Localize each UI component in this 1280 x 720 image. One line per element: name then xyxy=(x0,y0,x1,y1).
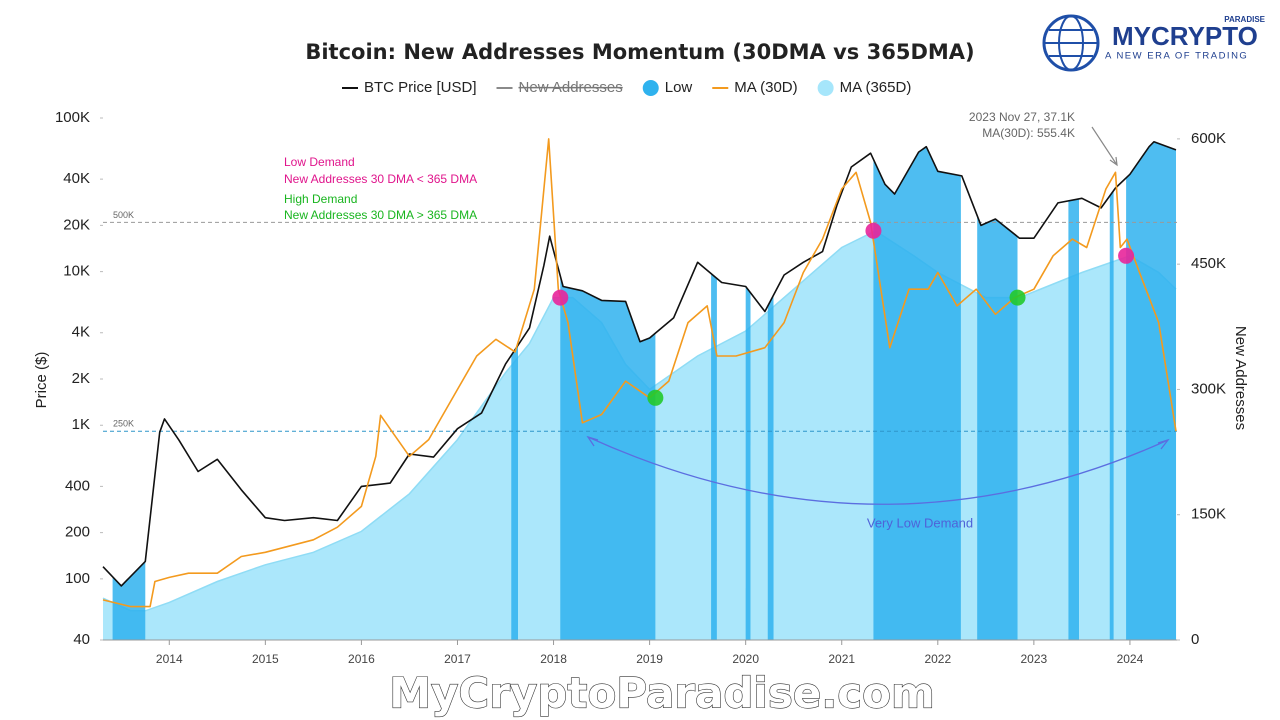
low-period-band xyxy=(511,345,518,640)
plot-layer xyxy=(102,141,1177,641)
low-period-band xyxy=(873,146,961,640)
legend-label: Low xyxy=(665,79,693,96)
crossover-marker xyxy=(552,289,569,306)
annotation: Low Demand xyxy=(284,155,355,169)
logo-sup: PARADISE xyxy=(1224,15,1265,24)
y-tick-label: 100 xyxy=(65,570,90,587)
very-low-arc xyxy=(587,436,1169,505)
y-tick-label: 40 xyxy=(73,631,90,648)
logo: MYCRYPTO PARADISE A NEW ERA OF TRADING xyxy=(1042,14,1266,72)
legend-label: MA (30D) xyxy=(734,79,797,96)
y-tick-label: 10K xyxy=(63,263,90,280)
crossover-marker xyxy=(1118,247,1135,264)
x-tick-label: 2019 xyxy=(636,652,663,666)
low-period-band xyxy=(1109,190,1114,640)
annotation: 2023 Nov 27, 37.1K xyxy=(969,110,1075,124)
crossover-marker xyxy=(865,222,882,239)
low-period-band xyxy=(977,215,1018,640)
x-tick-label: 2022 xyxy=(924,652,951,666)
low-period-band xyxy=(1126,141,1177,641)
y2-tick-label: 300K xyxy=(1191,380,1226,397)
x-tick-label: 2016 xyxy=(348,652,375,666)
y-tick-label: 2K xyxy=(72,370,90,387)
low-period-band xyxy=(560,275,656,640)
y-tick-label: 200 xyxy=(65,524,90,541)
annotation: New Addresses 30 DMA < 365 DMA xyxy=(284,172,477,186)
annotation: MA(30D): 555.4K xyxy=(982,126,1075,140)
y-tick-label: 4K xyxy=(72,324,90,341)
logo-text: MYCRYPTO xyxy=(1112,21,1258,51)
legend: BTC Price [USD] New Addresses Low MA (30D) M… xyxy=(342,79,911,96)
annotation: Very Low Demand xyxy=(867,515,973,530)
y-axis-label: Price ($) xyxy=(33,352,50,409)
y2-tick-label: 450K xyxy=(1191,255,1226,272)
callout-arrow xyxy=(1091,126,1118,167)
x-tick-label: 2024 xyxy=(1117,652,1144,666)
low-period-band xyxy=(112,561,146,640)
y2-tick-label: 150K xyxy=(1191,506,1226,523)
x-tick-label: 2017 xyxy=(444,652,471,666)
logo-tagline: A NEW ERA OF TRADING xyxy=(1105,51,1248,62)
annotation: New Addresses 30 DMA > 365 DMA xyxy=(284,208,477,222)
low-period-band xyxy=(745,286,751,640)
y2-tick-label: 600K xyxy=(1191,130,1226,147)
chart-title: Bitcoin: New Addresses Momentum (30DMA v… xyxy=(305,40,974,64)
low-period-band xyxy=(711,273,717,640)
x-tick-label: 2014 xyxy=(156,652,183,666)
low-period-band xyxy=(1068,198,1080,640)
watermark: MyCryptoParadise.com xyxy=(389,669,935,718)
annotation: High Demand xyxy=(284,192,357,206)
legend-swatch xyxy=(642,80,659,96)
y-tick-label: 1K xyxy=(72,416,90,433)
x-tick-label: 2015 xyxy=(252,652,279,666)
y2-axis-label: New Addresses xyxy=(1232,326,1249,430)
x-tick-label: 2018 xyxy=(540,652,567,666)
crossover-marker xyxy=(647,389,664,406)
x-tick-label: 2021 xyxy=(828,652,855,666)
arc-arrowheads xyxy=(586,435,1170,450)
x-tick-label: 2020 xyxy=(732,652,759,666)
legend-label: BTC Price [USD] xyxy=(364,79,477,96)
y-tick-label: 400 xyxy=(65,477,90,494)
legend-label: MA (365D) xyxy=(840,79,912,96)
low-period-band xyxy=(767,295,774,640)
y-tick-label: 100K xyxy=(55,109,90,126)
crossover-marker xyxy=(1009,289,1026,306)
reference-label: 500K xyxy=(113,210,134,220)
y-tick-label: 20K xyxy=(63,216,90,233)
reference-label: 250K xyxy=(113,419,134,429)
legend-swatch xyxy=(817,80,834,96)
series-line xyxy=(102,141,1177,587)
legend-label: New Addresses xyxy=(519,79,623,96)
x-tick-label: 2023 xyxy=(1021,652,1048,666)
y-tick-label: 40K xyxy=(63,170,90,187)
y2-tick-label: 0 xyxy=(1191,631,1199,648)
series-line xyxy=(102,138,1177,608)
